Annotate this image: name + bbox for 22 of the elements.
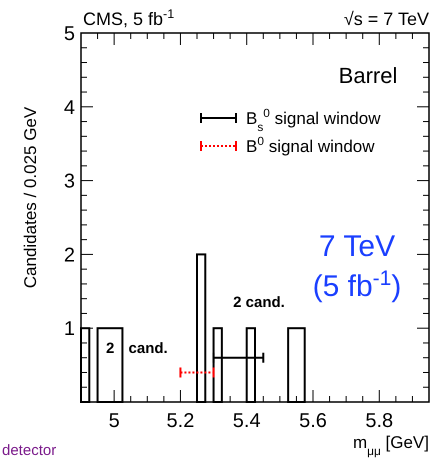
legend-label: B$_{s}$$^{0}$ signal window [246,106,382,134]
annotation: 2 cand. [106,340,168,357]
y-tick-label: 2 [64,244,75,266]
x-axis-title: m$_{μμ}$ [GeV] [352,433,429,458]
annotation: 7 TeV [318,230,396,263]
annotation: Barrel [338,63,398,88]
legend-label: B$^{0}$ signal window [246,134,376,156]
chart-subtitle: √s = 7 TeV [344,9,429,29]
annotation: (5 fb$^{-1}$) [312,266,402,303]
y-tick-label: 5 [64,23,75,45]
chart-title: CMS, 5 fb$^{-1}$ [83,7,174,29]
y-axis-title: Candidates / 0.025 GeV [21,106,40,288]
x-tick-label: 5.8 [365,410,394,432]
x-tick-label: 5.4 [232,410,261,432]
x-tick-label: 5 [108,410,120,432]
x-tick-label: 5.2 [166,410,194,432]
x-tick-label: 5.6 [299,410,327,432]
y-tick-label: 4 [64,96,75,119]
text: detector [2,442,56,458]
annotation: 2 cand. [233,294,285,311]
y-tick-label: 3 [64,170,75,193]
y-tick-label: 1 [64,318,75,340]
